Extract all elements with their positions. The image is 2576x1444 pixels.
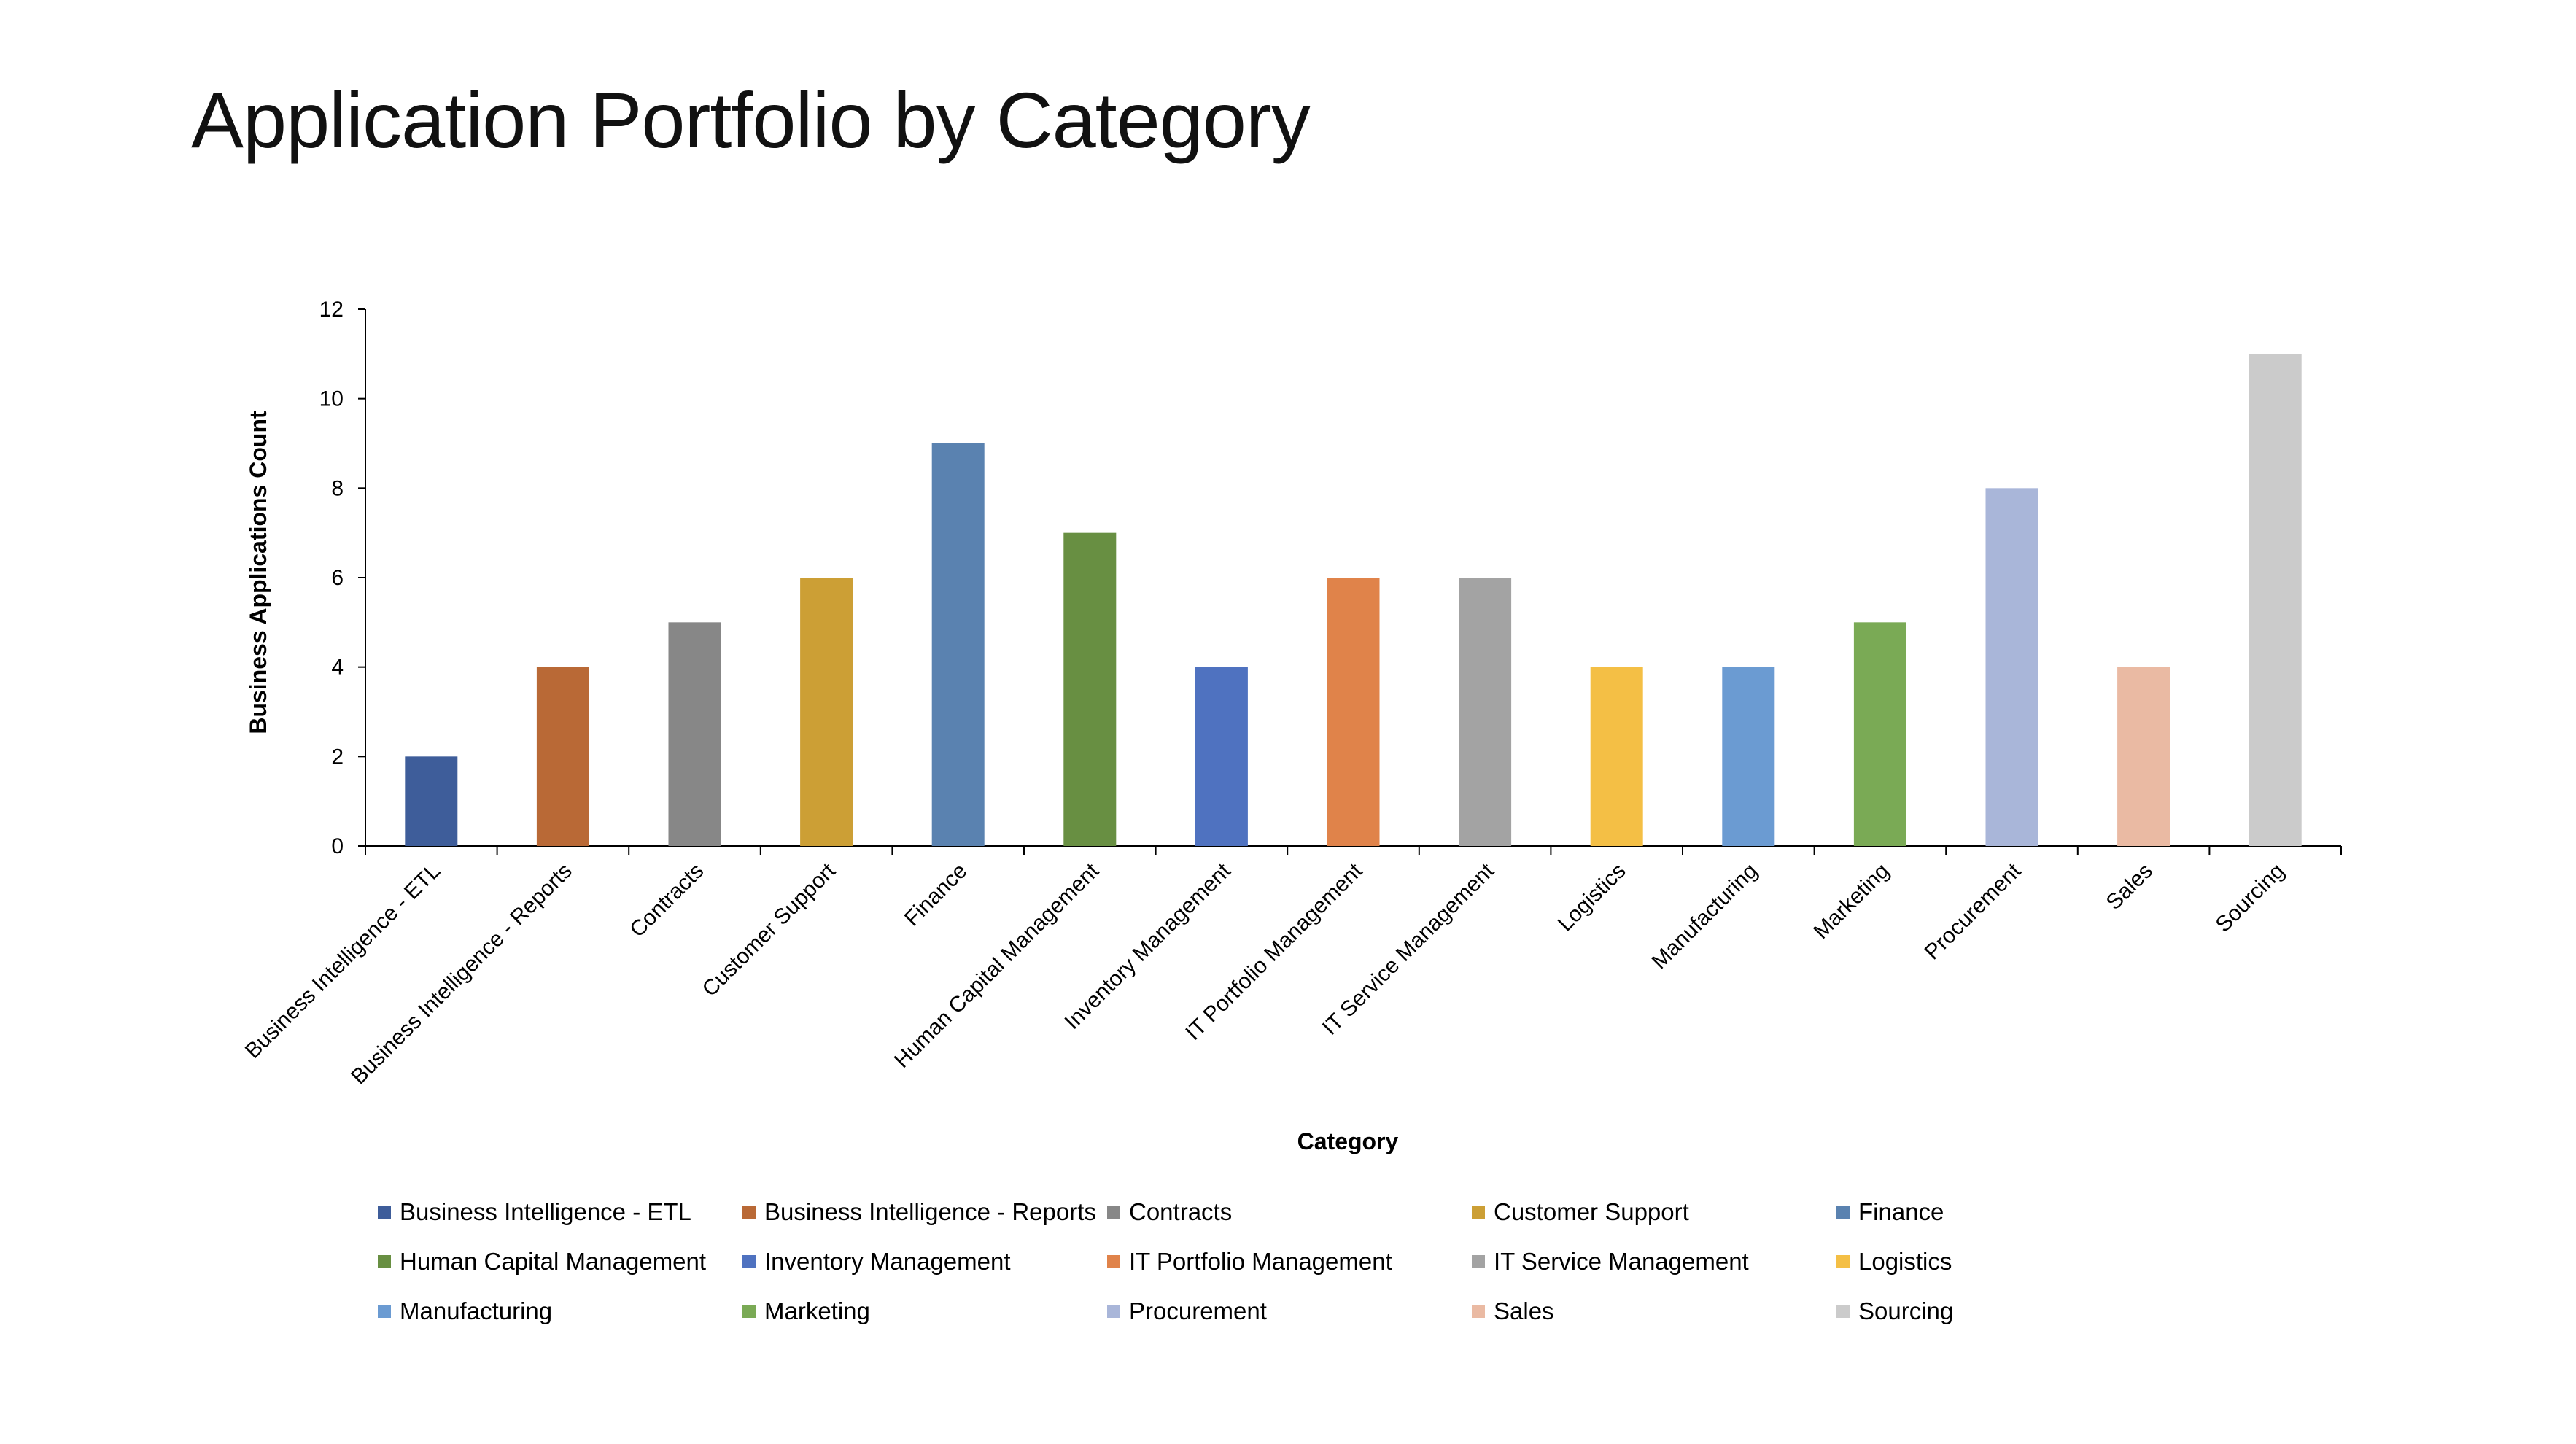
legend-swatch [378, 1305, 391, 1318]
legend-label: IT Portfolio Management [1129, 1248, 1392, 1275]
legend-label: IT Service Management [1494, 1248, 1749, 1275]
legend-label: Customer Support [1494, 1198, 1689, 1225]
legend-item: Human Capital Management [378, 1248, 742, 1276]
bar-human-capital-management [1063, 532, 1117, 846]
bar-marketing [1853, 622, 1906, 846]
legend-label: Business Intelligence - Reports [764, 1198, 1096, 1225]
legend-label: Manufacturing [400, 1297, 553, 1324]
legend-item: Manufacturing [378, 1297, 742, 1325]
bar-business-intelligence-reports [536, 667, 589, 846]
legend-label: Marketing [764, 1297, 870, 1324]
category-label: Sales [2102, 859, 2157, 915]
category-label: Human Capital Management [890, 858, 1104, 1073]
bar-finance [931, 443, 985, 846]
x-axis [365, 845, 2342, 855]
y-tick-label: 6 [331, 566, 344, 590]
category-label: Marketing [1809, 859, 1893, 944]
y-tick-label: 4 [331, 656, 344, 680]
bar-inventory-management [1195, 667, 1248, 846]
category-label: Finance [900, 859, 972, 931]
bar-procurement [1985, 488, 2038, 846]
category-label: Business Intelligence - Reports [346, 859, 577, 1090]
legend-item: Procurement [1107, 1297, 1472, 1325]
legend-label: Finance [1858, 1198, 1944, 1225]
category-label: Customer Support [698, 858, 841, 1001]
legend-swatch [1472, 1206, 1485, 1219]
legend-item: Business Intelligence - Reports [742, 1198, 1107, 1226]
legend-item: Business Intelligence - ETL [378, 1198, 742, 1226]
legend-swatch [1107, 1255, 1120, 1268]
bar-contracts [668, 622, 721, 846]
legend-item: Marketing [742, 1297, 1107, 1325]
bar-it-service-management [1459, 578, 1512, 846]
x-axis-title: Category [1297, 1128, 1399, 1154]
legend-swatch [1836, 1305, 1850, 1318]
y-axis-title: Business Applications Count [245, 411, 271, 734]
slide-title: Application Portfolio by Category [191, 76, 1311, 164]
y-tick-label: 2 [331, 745, 344, 769]
legend-item: Logistics [1836, 1248, 2041, 1276]
legend-label: Procurement [1129, 1297, 1267, 1324]
legend-label: Human Capital Management [400, 1248, 707, 1275]
legend-label: Sales [1494, 1297, 1554, 1324]
category-label: Sourcing [2211, 859, 2289, 937]
legend-swatch [378, 1206, 391, 1219]
legend-item: Inventory Management [742, 1248, 1107, 1276]
bar-it-portfolio-management [1327, 578, 1380, 846]
legend-swatch [1107, 1305, 1120, 1318]
legend-item: IT Portfolio Management [1107, 1248, 1472, 1276]
legend-swatch [378, 1255, 391, 1268]
category-label: Logistics [1553, 859, 1631, 936]
legend-item: Contracts [1107, 1198, 1472, 1226]
bar-business-intelligence-etl [405, 756, 458, 846]
category-label: Contracts [625, 859, 708, 942]
legend-item: Customer Support [1472, 1198, 1836, 1226]
y-axis: 0 2 4 6 8 10 12 [319, 298, 366, 858]
legend-swatch [1472, 1255, 1485, 1268]
y-tick-label: 8 [331, 476, 344, 500]
legend-item: IT Service Management [1472, 1248, 1836, 1276]
category-label: Manufacturing [1647, 859, 1762, 974]
legend-label: Business Intelligence - ETL [400, 1198, 691, 1225]
bar-sourcing [2249, 354, 2302, 846]
legend-swatch [1472, 1305, 1485, 1318]
legend-item: Finance [1836, 1198, 2041, 1226]
legend-swatch [1107, 1206, 1120, 1219]
legend-label: Inventory Management [764, 1248, 1011, 1275]
legend-swatch [1836, 1206, 1850, 1219]
legend-item: Sourcing [1836, 1297, 2041, 1325]
bar-sales [2117, 667, 2170, 846]
legend-swatch [742, 1255, 756, 1268]
bar-manufacturing [1722, 667, 1775, 846]
category-label: Procurement [1920, 858, 2026, 964]
legend-swatch [1836, 1255, 1850, 1268]
legend-label: Logistics [1858, 1248, 1952, 1275]
legend-swatch [742, 1206, 756, 1219]
bars [405, 354, 2302, 846]
y-tick-label: 10 [319, 387, 344, 411]
legend-label: Contracts [1129, 1198, 1233, 1225]
y-tick-label: 12 [319, 298, 344, 322]
y-tick-label: 0 [331, 834, 344, 858]
legend-swatch [742, 1305, 756, 1318]
bar-customer-support [800, 578, 853, 846]
legend: Business Intelligence - ETL Business Inte… [378, 1198, 2041, 1325]
legend-label: Sourcing [1858, 1297, 1954, 1324]
bar-logistics [1590, 667, 1643, 846]
legend-item: Sales [1472, 1297, 1836, 1325]
